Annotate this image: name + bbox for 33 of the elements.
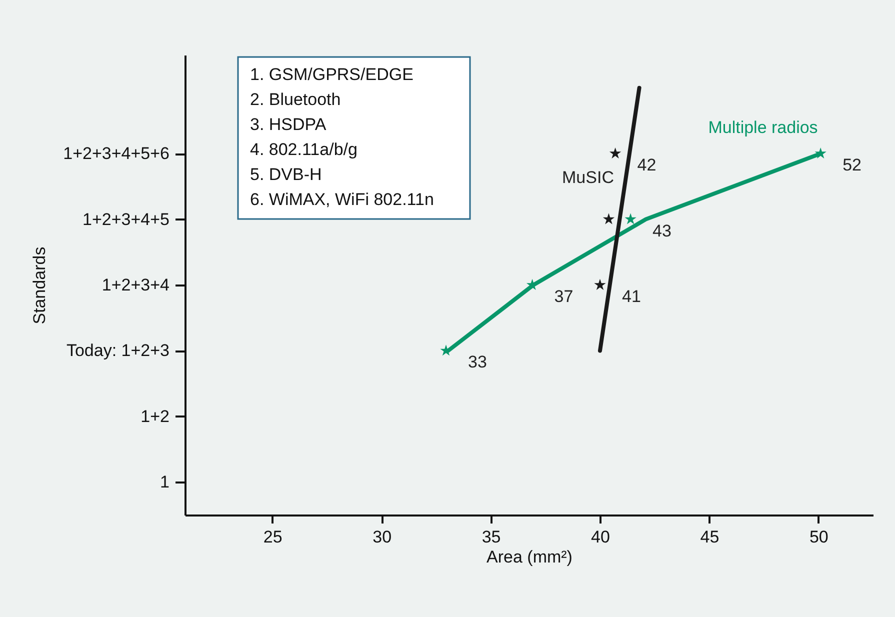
annotation: 52	[842, 156, 862, 175]
point	[609, 147, 622, 159]
y-tick-label: 1	[160, 472, 170, 492]
annotation: 6. WiMAX, WiFi 802.11n	[250, 190, 434, 209]
x-tick-label: 30	[372, 528, 392, 546]
y-tick-label: 1+2+3+4+5+6	[63, 144, 170, 164]
annotation: 37	[554, 287, 574, 306]
annotation: 42	[637, 156, 656, 175]
x-tick-label: 50	[809, 528, 828, 546]
y-tick-label: 1+2	[140, 406, 170, 426]
x-tick-label: 40	[591, 528, 610, 546]
annotation: 3. HSDPA	[250, 115, 327, 134]
annotation: 4. 802.11a/b/g	[250, 140, 358, 159]
x-axis-title: Area (mm²)	[486, 548, 572, 566]
point	[624, 213, 636, 224]
annotation: MuSIC	[562, 168, 614, 187]
x-tick-label: 25	[263, 528, 282, 546]
x-tick-label: 45	[700, 528, 720, 546]
y-tick-label: Today: 1+2+3	[66, 341, 170, 360]
point	[594, 278, 606, 290]
y-axis-title: Standards	[30, 246, 50, 324]
annotation: 41	[622, 287, 641, 306]
annotation: 1. GSM/GPRS/EDGE	[250, 65, 414, 84]
y-tick-label: 1+2+3+4+5	[82, 210, 170, 229]
annotation: 5. DVB-H	[250, 165, 322, 184]
annotation: Multiple radios	[708, 118, 818, 137]
point	[602, 213, 615, 224]
annotation: 43	[652, 221, 672, 240]
annotation: 33	[468, 352, 487, 372]
annotation: 2. Bluetooth	[250, 90, 341, 109]
point	[814, 147, 826, 159]
y-tick-label: 1+2+3+4	[102, 276, 170, 294]
x-tick-label: 35	[482, 528, 501, 546]
